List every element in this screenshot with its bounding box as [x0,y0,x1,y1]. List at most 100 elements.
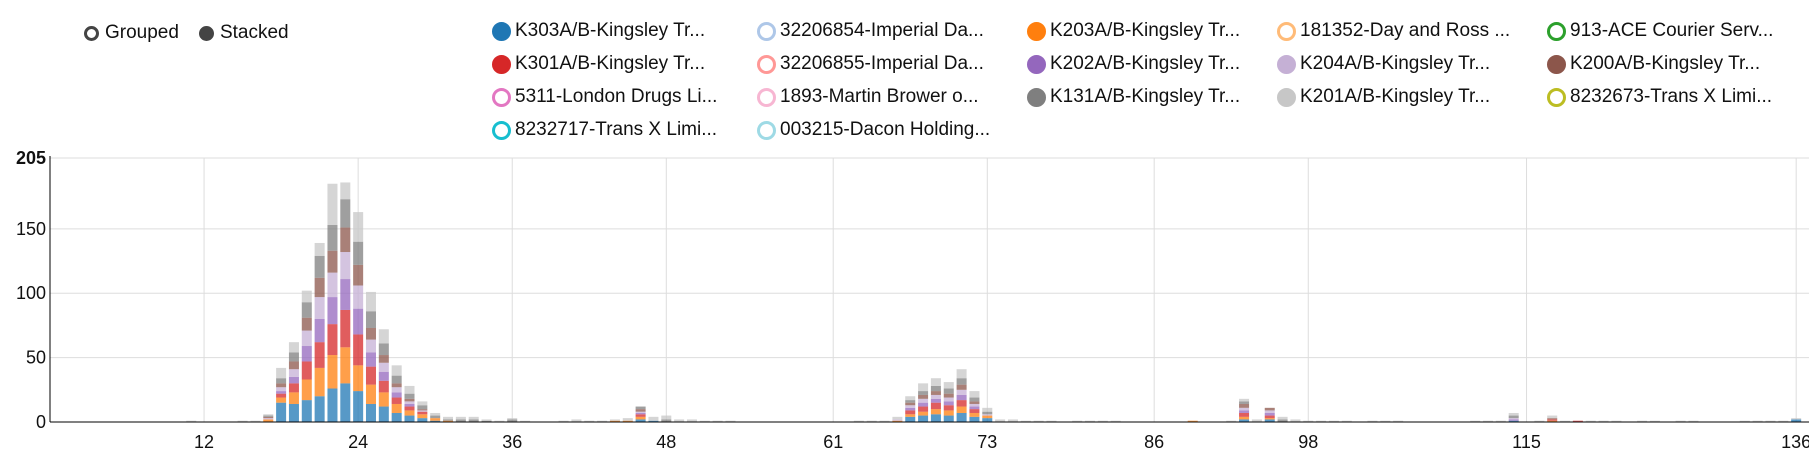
bar-segment [725,420,736,422]
bar-segment [186,420,197,422]
bar-segment [892,420,903,422]
grouped-mode-option[interactable]: Grouped [84,22,179,44]
bar-segment [314,318,325,343]
bar-segment [1483,420,1494,422]
bar-segment [1649,420,1660,422]
y-tick-label: 0 [36,412,46,432]
legend-item[interactable]: K201A/B-Kingsley Tr... [1277,86,1547,108]
bar-segment [712,420,723,422]
bar-segment [661,415,672,420]
legend-item[interactable]: 181352-Day and Ross ... [1277,20,1547,42]
legend-item[interactable]: K301A/B-Kingsley Tr... [492,53,757,75]
bar-segment [1547,415,1558,419]
legend-item[interactable]: K200A/B-Kingsley Tr... [1547,53,1809,75]
bar-segment [635,412,646,415]
bar-segment [905,405,916,408]
bar-segment [943,410,954,416]
legend-item[interactable]: 32206855-Imperial Da... [757,53,1027,75]
legend-label: K200A/B-Kingsley Tr... [1570,53,1761,74]
bar-segment [1264,418,1275,420]
bar-segment [365,291,376,312]
bar-segment [288,392,299,404]
bar-segment [391,397,402,404]
bar-segment [879,420,890,422]
legend-item[interactable]: 1893-Martin Brower o... [757,86,1027,108]
bar-segment [327,250,338,273]
legend-item[interactable]: K204A/B-Kingsley Tr... [1277,53,1547,75]
legend-item[interactable]: 913-ACE Courier Serv... [1547,20,1809,42]
bar-segment [969,412,980,417]
legend-label: 32206855-Imperial Da... [780,53,984,74]
bar-segment [1791,419,1802,422]
legend-item[interactable]: K303A/B-Kingsley Tr... [492,20,757,42]
bar-segment [378,380,389,393]
legend-item[interactable]: K203A/B-Kingsley Tr... [1027,20,1277,42]
bar-segment [520,420,531,422]
bar-segment [1277,416,1288,420]
bar-segment [661,419,672,422]
bar-segment [686,419,697,422]
bar-segment [391,387,402,393]
bar-segment [250,420,261,422]
bar-segment [378,362,389,372]
stacked-mode-option[interactable]: Stacked [198,22,289,44]
bar-segment [353,285,364,309]
legend-swatch-icon [1277,21,1296,41]
bar-segment [1547,419,1558,421]
bar-segment [1316,420,1327,422]
bar-segment [1290,419,1301,422]
bar-segment [417,414,428,419]
bar-segment [417,411,428,415]
bar-segment [969,391,980,398]
bar-segment [609,420,620,422]
legend-item[interactable]: 003215-Dacon Holding... [757,119,1027,141]
bar-segment [982,411,993,415]
legend-label: K201A/B-Kingsley Tr... [1300,86,1491,107]
bar-segment [365,327,376,340]
legend-item[interactable]: K131A/B-Kingsley Tr... [1027,86,1277,108]
bar-segment [314,277,325,298]
legend-label: 32206854-Imperial Da... [780,20,984,41]
legend-label: 8232673-Trans X Limi... [1570,86,1773,107]
legend-item[interactable]: 8232717-Trans X Limi... [492,119,757,141]
legend-item[interactable]: K202A/B-Kingsley Tr... [1027,53,1277,75]
bar-segment [635,414,646,417]
bar-segment [622,420,633,422]
bar-segment [455,416,466,420]
bar-segment [930,378,941,386]
bar-segment [1264,412,1275,416]
bar-segment [391,392,402,398]
bar-segment [301,400,312,422]
bar-segment [1046,420,1057,422]
bar-segment [969,409,980,413]
bar-segment [1508,420,1519,422]
legend-item[interactable]: 5311-London Drugs Li... [492,86,757,108]
bar-segment [301,379,312,401]
x-tick-label: 36 [502,432,522,452]
bar-segment [930,402,941,410]
legend-label: 181352-Day and Ross ... [1300,20,1511,41]
bar-segment [314,396,325,422]
bar-segment [365,352,376,367]
legend-item[interactable]: 8232673-Trans X Limi... [1547,86,1809,108]
bar-segment [918,398,929,403]
legend-label: K203A/B-Kingsley Tr... [1050,20,1241,41]
bar-segment [276,387,287,392]
bar-segment [1572,420,1583,422]
grouped-label: Grouped [105,22,179,43]
legend-swatch-icon [1547,21,1566,41]
bar-segment [943,397,954,402]
y-tick-label: 50 [26,348,46,368]
bar-segment [365,403,376,422]
bar-segment [905,396,916,401]
bar-segment [1688,420,1699,422]
bar-segment [635,411,646,413]
bar-segment [930,409,941,415]
bar-segment [263,415,274,417]
legend-swatch-icon [1547,54,1566,74]
legend-item[interactable]: 32206854-Imperial Da... [757,20,1027,42]
bar-segment [1765,420,1776,422]
bar-segment [956,389,967,395]
bar-segment [340,182,351,200]
grid [50,157,1809,422]
